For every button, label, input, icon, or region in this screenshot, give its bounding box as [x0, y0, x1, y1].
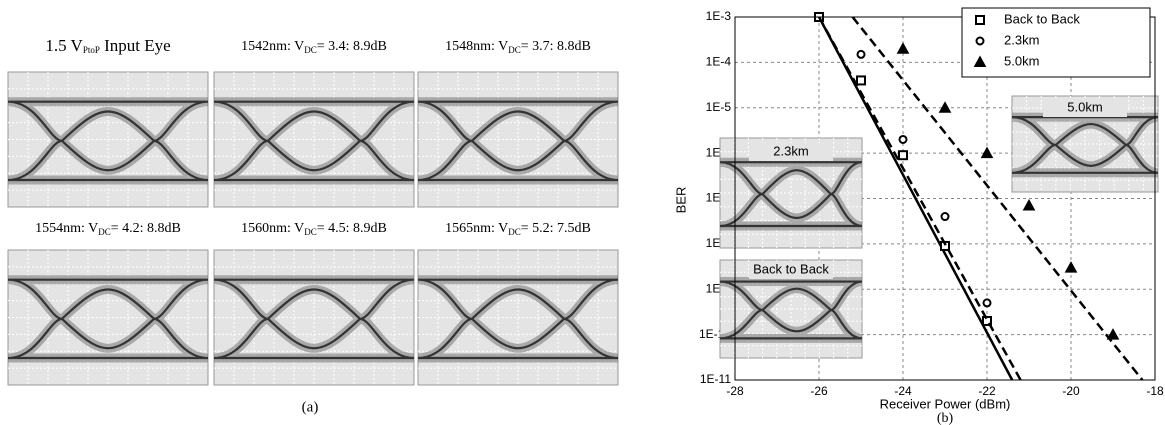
eye-diagram — [213, 71, 415, 208]
marker — [940, 212, 950, 222]
legend-box — [961, 7, 1151, 78]
caption-text: = 4.5: 8.9dB — [317, 221, 387, 236]
panel-caption: (a) — [302, 399, 319, 415]
y-tick-label: 1E-3 — [706, 9, 732, 23]
marker — [898, 150, 908, 161]
y-axis-label: BER — [673, 187, 688, 214]
marker — [856, 75, 866, 86]
legend-marker — [975, 15, 985, 25]
caption-text: 1560nm: V — [241, 221, 304, 236]
legend-marker — [973, 55, 987, 67]
marker — [896, 42, 910, 54]
eye-diagram — [719, 259, 863, 359]
caption-subscript: DC — [304, 227, 317, 237]
marker — [1064, 261, 1078, 273]
marker — [856, 49, 866, 59]
eye-trace — [213, 100, 415, 182]
caption-text: 1565nm: V — [445, 221, 508, 236]
eye-trace — [719, 280, 863, 340]
eye-trace — [719, 161, 863, 228]
inset-label-bg — [749, 261, 833, 279]
caption-text: 1.5 V — [45, 36, 83, 55]
inset-label: 2.3km — [773, 143, 808, 158]
eye-caption: 1548nm: VDC= 3.7: 8.8dB — [445, 39, 591, 55]
y-tick-label: 1E-4 — [706, 55, 732, 69]
eye-diagram — [417, 71, 619, 208]
eye-caption: 1560nm: VDC= 4.5: 8.9dB — [241, 221, 387, 237]
x-tick-label: -24 — [894, 384, 912, 398]
plot-frame — [734, 16, 1156, 381]
eye-trace — [1011, 116, 1159, 174]
marker — [982, 298, 992, 308]
eye-diagram — [417, 249, 619, 386]
eye-caption: 1554nm: VDC= 4.2: 8.8dB — [35, 221, 181, 237]
caption-subscript: DC — [98, 227, 111, 237]
inset-label: 5.0km — [1067, 99, 1102, 114]
caption-text: = 4.2: 8.8dB — [111, 221, 181, 236]
fit-line — [817, 16, 1014, 381]
eye-caption: 1565nm: VDC= 5.2: 7.5dB — [445, 221, 591, 237]
eye-diagram — [213, 249, 415, 386]
eye-diagram — [7, 71, 209, 208]
eye-caption: 1542nm: VDC= 3.4: 8.9dB — [241, 39, 387, 55]
caption-subscript: DC — [304, 45, 317, 55]
x-tick-label: -28 — [726, 384, 744, 398]
caption-text: = 5.2: 7.5dB — [521, 221, 591, 236]
inset-label: Back to Back — [753, 261, 829, 276]
eye-diagram — [7, 249, 209, 386]
eye-trace — [7, 278, 209, 360]
marker — [1022, 198, 1036, 211]
inset-label-bg — [749, 143, 833, 161]
eye-trace — [417, 278, 619, 360]
caption-text: 1548nm: V — [445, 39, 508, 54]
caption-text: = 3.7: 8.8dB — [521, 39, 591, 54]
x-axis-label: Receiver Power (dBm) — [880, 396, 1011, 411]
marker — [898, 134, 908, 144]
x-tick-label: -26 — [810, 384, 828, 398]
caption-subscript: PtoP — [83, 45, 100, 55]
legend-label: 2.3km — [1004, 32, 1039, 47]
marker — [1106, 328, 1120, 340]
panel-caption: (b) — [937, 411, 954, 425]
marker — [938, 101, 952, 113]
legend-label: 5.0km — [1004, 53, 1039, 68]
marker — [980, 146, 994, 159]
inset-label-bg — [1043, 99, 1127, 117]
caption-subscript: DC — [508, 45, 521, 55]
legend-marker — [975, 36, 985, 46]
legend-label: Back to Back — [1004, 11, 1080, 26]
x-tick-label: -18 — [1146, 384, 1164, 398]
y-tick-label: 1E-11 — [700, 372, 731, 386]
x-tick-label: -20 — [1062, 384, 1080, 398]
eye-caption: 1.5 VPtoP Input Eye — [45, 36, 170, 55]
y-tick-label: 1E-5 — [706, 100, 732, 114]
eye-trace — [213, 278, 415, 360]
eye-trace — [417, 100, 619, 182]
caption-text: Input Eye — [100, 36, 171, 55]
caption-subscript: DC — [508, 227, 521, 237]
caption-text: = 3.4: 8.9dB — [317, 39, 387, 54]
caption-text: 1542nm: V — [241, 39, 304, 54]
fit-line — [851, 16, 1144, 381]
eye-trace — [7, 100, 209, 182]
x-tick-label: -22 — [978, 384, 996, 398]
caption-text: 1554nm: V — [35, 221, 98, 236]
